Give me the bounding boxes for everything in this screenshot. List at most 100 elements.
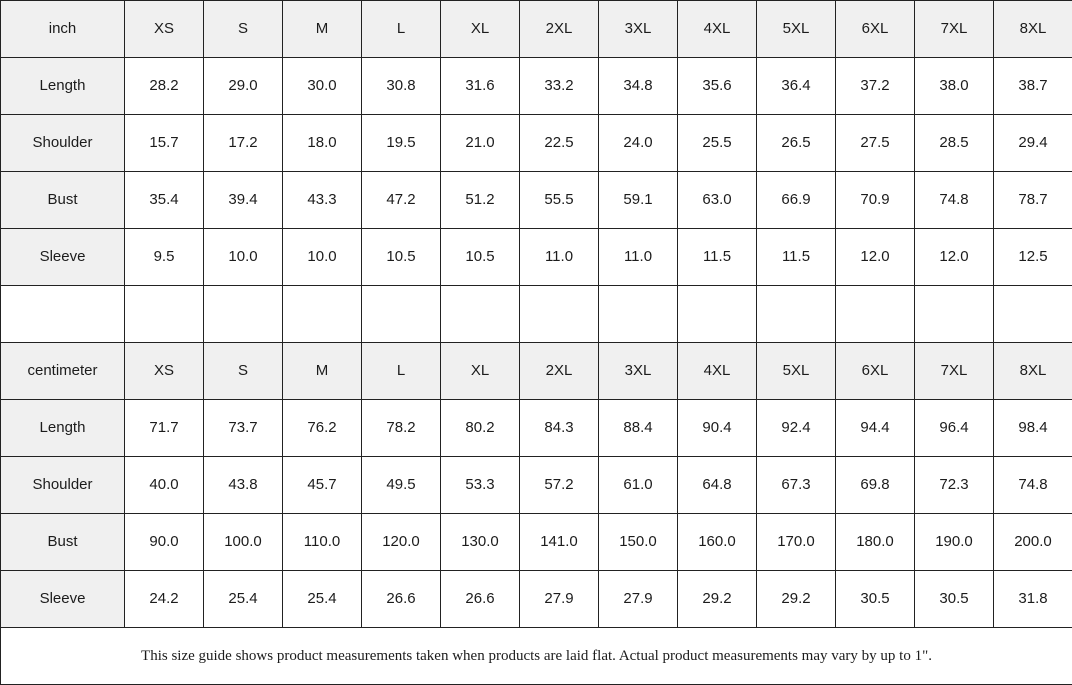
spacer-cell — [678, 286, 757, 343]
measurement-value: 70.9 — [836, 172, 915, 229]
measurement-value: 96.4 — [915, 400, 994, 457]
measurement-value: 29.4 — [994, 115, 1072, 172]
measurement-value: 39.4 — [204, 172, 283, 229]
measurement-value: 29.2 — [678, 571, 757, 628]
measurement-value: 27.9 — [599, 571, 678, 628]
size-header-4xl: 4XL — [678, 1, 757, 58]
size-header-l: L — [362, 1, 441, 58]
measurement-value: 69.8 — [836, 457, 915, 514]
measurement-value: 90.0 — [125, 514, 204, 571]
size-header-3xl: 3XL — [599, 343, 678, 400]
measurement-value: 110.0 — [283, 514, 362, 571]
measurement-value: 28.2 — [125, 58, 204, 115]
measurement-value: 100.0 — [204, 514, 283, 571]
size-header-m: M — [283, 343, 362, 400]
measurement-label-sleeve: Sleeve — [1, 571, 125, 628]
measurement-value: 29.0 — [204, 58, 283, 115]
measurement-value: 84.3 — [520, 400, 599, 457]
measurement-value: 25.4 — [283, 571, 362, 628]
spacer-cell — [441, 286, 520, 343]
measurement-value: 12.0 — [836, 229, 915, 286]
measurement-value: 88.4 — [599, 400, 678, 457]
measurement-value: 25.5 — [678, 115, 757, 172]
measurement-value: 29.2 — [757, 571, 836, 628]
measurement-value: 190.0 — [915, 514, 994, 571]
measurement-label-length: Length — [1, 400, 125, 457]
measurement-value: 21.0 — [441, 115, 520, 172]
measurement-value: 74.8 — [994, 457, 1072, 514]
measurement-value: 66.9 — [757, 172, 836, 229]
measurement-value: 27.5 — [836, 115, 915, 172]
measurement-value: 10.5 — [362, 229, 441, 286]
measurement-value: 30.5 — [836, 571, 915, 628]
measurement-value: 78.2 — [362, 400, 441, 457]
measurement-value: 26.5 — [757, 115, 836, 172]
measurement-value: 37.2 — [836, 58, 915, 115]
measurement-value: 160.0 — [678, 514, 757, 571]
unit-label: centimeter — [1, 343, 125, 400]
measurement-value: 200.0 — [994, 514, 1072, 571]
measurement-value: 51.2 — [441, 172, 520, 229]
size-header-4xl: 4XL — [678, 343, 757, 400]
measurement-value: 38.0 — [915, 58, 994, 115]
footer-note: This size guide shows product measuremen… — [1, 628, 1072, 685]
measurement-value: 180.0 — [836, 514, 915, 571]
size-header-2xl: 2XL — [520, 343, 599, 400]
footer-note-row: This size guide shows product measuremen… — [1, 628, 1072, 685]
size-header-8xl: 8XL — [994, 1, 1072, 58]
measurement-value: 18.0 — [283, 115, 362, 172]
measurement-value: 73.7 — [204, 400, 283, 457]
size-header-xl: XL — [441, 343, 520, 400]
measurement-value: 10.0 — [204, 229, 283, 286]
size-header-3xl: 3XL — [599, 1, 678, 58]
measurement-value: 12.5 — [994, 229, 1072, 286]
measurement-value: 94.4 — [836, 400, 915, 457]
measurement-label-shoulder: Shoulder — [1, 457, 125, 514]
size-header-6xl: 6XL — [836, 343, 915, 400]
measurement-value: 38.7 — [994, 58, 1072, 115]
measurement-label-sleeve: Sleeve — [1, 229, 125, 286]
measurement-value: 53.3 — [441, 457, 520, 514]
measurement-value: 24.2 — [125, 571, 204, 628]
spacer-cell — [125, 286, 204, 343]
measurement-value: 47.2 — [362, 172, 441, 229]
measurement-value: 25.4 — [204, 571, 283, 628]
measurement-value: 22.5 — [520, 115, 599, 172]
measurement-value: 10.5 — [441, 229, 520, 286]
measurement-value: 130.0 — [441, 514, 520, 571]
unit-label: inch — [1, 1, 125, 58]
measurement-value: 26.6 — [362, 571, 441, 628]
measurement-label-bust: Bust — [1, 172, 125, 229]
measurement-value: 59.1 — [599, 172, 678, 229]
measurement-value: 64.8 — [678, 457, 757, 514]
measurement-value: 80.2 — [441, 400, 520, 457]
spacer-cell — [283, 286, 362, 343]
measurement-value: 11.5 — [678, 229, 757, 286]
measurement-value: 27.9 — [520, 571, 599, 628]
measurement-value: 30.0 — [283, 58, 362, 115]
measurement-value: 67.3 — [757, 457, 836, 514]
size-header-xs: XS — [125, 1, 204, 58]
measurement-value: 170.0 — [757, 514, 836, 571]
measurement-value: 55.5 — [520, 172, 599, 229]
measurement-value: 35.6 — [678, 58, 757, 115]
spacer-cell — [204, 286, 283, 343]
measurement-value: 98.4 — [994, 400, 1072, 457]
measurement-value: 24.0 — [599, 115, 678, 172]
measurement-value: 28.5 — [915, 115, 994, 172]
measurement-value: 31.6 — [441, 58, 520, 115]
measurement-value: 57.2 — [520, 457, 599, 514]
measurement-value: 9.5 — [125, 229, 204, 286]
measurement-value: 74.8 — [915, 172, 994, 229]
spacer-cell — [1, 286, 125, 343]
measurement-value: 120.0 — [362, 514, 441, 571]
measurement-value: 11.0 — [599, 229, 678, 286]
